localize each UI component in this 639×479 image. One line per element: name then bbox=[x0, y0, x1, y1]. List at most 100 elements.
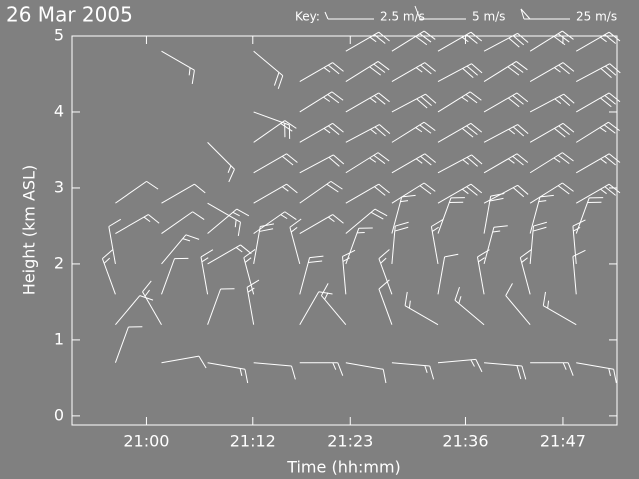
barb-staff bbox=[253, 183, 287, 204]
barb-full bbox=[246, 279, 260, 288]
barb-staff bbox=[207, 244, 241, 265]
barb-half bbox=[239, 368, 243, 376]
barb-staff bbox=[391, 362, 430, 367]
wind-barb bbox=[529, 194, 554, 234]
wind-barb bbox=[253, 223, 275, 265]
barb-staff bbox=[437, 358, 476, 364]
wind-barb bbox=[529, 62, 575, 83]
barb-full bbox=[289, 218, 302, 228]
barb-staff bbox=[430, 226, 439, 265]
barb-full bbox=[284, 120, 297, 129]
wind-barb bbox=[299, 255, 324, 295]
barb-half bbox=[554, 67, 561, 73]
barb-staff bbox=[484, 362, 522, 367]
barb-full bbox=[604, 34, 616, 44]
barb-full bbox=[328, 156, 340, 167]
barb-full bbox=[369, 66, 382, 76]
barb-half bbox=[508, 128, 516, 135]
key-label: 25 m/s bbox=[576, 10, 617, 24]
barb-full bbox=[516, 365, 522, 380]
x-axis-label: Time (hh:mm) bbox=[286, 458, 401, 477]
barb-staff bbox=[299, 180, 332, 204]
wind-barb bbox=[243, 249, 256, 295]
wind-barb bbox=[529, 221, 547, 264]
barb-half bbox=[143, 216, 151, 223]
barb-full bbox=[425, 93, 437, 104]
wind-barb bbox=[529, 152, 574, 174]
barb-half bbox=[600, 188, 607, 195]
barb-full bbox=[374, 208, 388, 217]
wind-barb bbox=[529, 122, 575, 143]
chart-title: 26 Mar 2005 bbox=[6, 3, 133, 27]
barb-staff bbox=[299, 62, 333, 83]
barb-full bbox=[489, 197, 504, 202]
barb-full bbox=[416, 98, 428, 109]
wind-barb bbox=[519, 249, 532, 295]
barb-full bbox=[507, 66, 520, 76]
barb-full bbox=[604, 95, 616, 105]
barb-full bbox=[374, 95, 386, 105]
barb-staff bbox=[207, 202, 241, 223]
barb-full bbox=[572, 219, 586, 227]
wind-barb bbox=[114, 326, 143, 363]
barb-full bbox=[378, 92, 390, 103]
barb-staff bbox=[289, 227, 301, 265]
barb-full bbox=[228, 169, 235, 183]
barb-full bbox=[613, 369, 617, 384]
barb-full bbox=[419, 185, 432, 195]
wind-barb bbox=[391, 93, 437, 113]
barb-full bbox=[286, 183, 298, 194]
barb-staff bbox=[529, 152, 563, 174]
barb-half bbox=[369, 157, 377, 163]
wind-barb bbox=[299, 154, 345, 174]
barb-full bbox=[419, 124, 432, 134]
wind-barb bbox=[253, 153, 298, 174]
barb-staff bbox=[529, 30, 563, 52]
wind-barb bbox=[161, 355, 207, 369]
barb-half bbox=[324, 11, 329, 20]
wind-barb bbox=[207, 244, 252, 265]
barb-staff bbox=[483, 92, 518, 113]
wind-barb bbox=[437, 358, 483, 373]
wind-barb bbox=[345, 61, 390, 83]
barb-full bbox=[553, 35, 566, 46]
barb-staff bbox=[207, 208, 238, 234]
barb-half bbox=[424, 365, 428, 373]
y-tick-label: 0 bbox=[54, 405, 64, 424]
barb-full bbox=[286, 153, 298, 163]
barb-staff bbox=[378, 288, 393, 325]
barb-staff bbox=[572, 226, 577, 264]
barb-full bbox=[404, 291, 408, 306]
barb-full bbox=[508, 37, 520, 48]
barb-half bbox=[554, 98, 562, 104]
wind-barb bbox=[454, 286, 485, 326]
barb-staff bbox=[575, 153, 610, 174]
barb-full bbox=[326, 183, 339, 193]
barb-staff bbox=[345, 183, 379, 204]
wind-barb bbox=[529, 93, 575, 113]
barb-full bbox=[185, 234, 200, 240]
barb-staff bbox=[299, 154, 334, 174]
wind-barb bbox=[483, 153, 529, 174]
wind-barb bbox=[391, 182, 436, 204]
barb-staff bbox=[437, 63, 472, 83]
barb-half bbox=[369, 36, 377, 43]
barb-staff bbox=[207, 288, 222, 325]
barb-full bbox=[373, 63, 386, 73]
barb-staff bbox=[345, 152, 379, 174]
barb-full bbox=[539, 194, 554, 198]
wind-barb bbox=[342, 249, 356, 295]
barb-full bbox=[327, 94, 340, 104]
barb-half bbox=[232, 211, 240, 217]
barb-full bbox=[512, 126, 525, 137]
barb-full bbox=[517, 124, 529, 135]
barb-staff bbox=[391, 196, 403, 234]
barb-staff bbox=[391, 62, 426, 83]
barb-full bbox=[461, 127, 474, 138]
barb-half bbox=[234, 219, 237, 228]
barb-full bbox=[512, 187, 525, 198]
wind-barb bbox=[437, 253, 459, 295]
wind-barb bbox=[575, 197, 604, 234]
barb-full bbox=[280, 123, 293, 132]
y-tick-label: 4 bbox=[54, 101, 64, 120]
